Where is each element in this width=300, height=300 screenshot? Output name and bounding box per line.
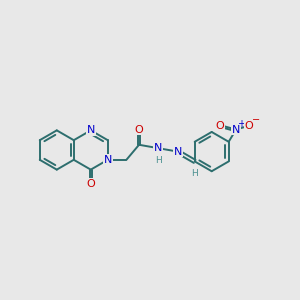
- Text: O: O: [86, 179, 95, 189]
- Text: O: O: [244, 121, 253, 131]
- Text: −: −: [252, 116, 260, 125]
- Text: O: O: [135, 124, 143, 135]
- Text: H: H: [155, 156, 162, 165]
- Text: N: N: [173, 147, 182, 157]
- Text: O: O: [216, 121, 224, 131]
- Text: N: N: [87, 125, 95, 135]
- Text: N: N: [232, 124, 240, 134]
- Text: N: N: [103, 155, 112, 165]
- Text: +: +: [237, 119, 245, 129]
- Text: N: N: [154, 143, 163, 153]
- Text: H: H: [191, 169, 198, 178]
